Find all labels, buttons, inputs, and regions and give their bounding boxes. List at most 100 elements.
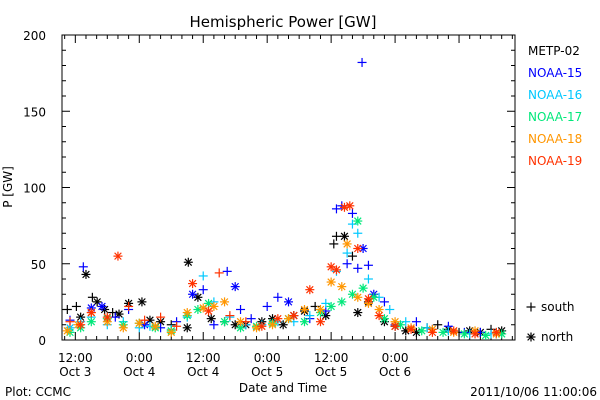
data-point — [358, 283, 368, 293]
data-point — [198, 271, 208, 281]
y-tick-label: 0 — [38, 334, 46, 348]
marker-stroke — [337, 298, 346, 306]
data-point — [113, 251, 123, 261]
data-point — [363, 274, 373, 284]
marker-stroke — [316, 305, 325, 314]
marker-stroke — [353, 293, 362, 302]
data-point — [92, 297, 102, 307]
data-point — [257, 321, 267, 331]
data-point — [65, 317, 75, 327]
data-point — [331, 231, 341, 241]
y-tick-label: 150 — [23, 105, 46, 119]
data-point — [62, 326, 72, 336]
data-point — [86, 308, 96, 318]
marker-legend-symbol — [526, 302, 536, 312]
y-tick-label: 50 — [31, 258, 46, 272]
marker-stroke — [140, 320, 149, 329]
x-tick-label-date: Oct 4 — [123, 365, 155, 379]
data-point — [438, 327, 448, 337]
marker-stroke — [231, 282, 240, 291]
marker-stroke — [114, 252, 122, 260]
data-point — [326, 277, 336, 287]
marker-stroke — [316, 317, 325, 326]
marker-stroke — [340, 203, 349, 212]
plot-credit: Plot: CCMC — [5, 385, 71, 399]
x-tick-label-time: 12:00 — [186, 351, 221, 365]
data-point — [331, 204, 341, 214]
data-point — [102, 312, 112, 322]
marker-legend-label: south — [541, 300, 575, 314]
data-point — [236, 323, 246, 333]
marker-stroke — [492, 328, 501, 337]
data-point — [347, 251, 357, 261]
data-point — [198, 285, 208, 295]
data-point — [225, 311, 235, 321]
data-point — [241, 317, 251, 327]
marker-stroke — [369, 293, 378, 302]
data-point — [326, 301, 336, 311]
marker-stroke — [199, 304, 208, 312]
data-point — [369, 292, 379, 302]
marker-stroke — [343, 240, 351, 248]
data-point — [347, 289, 357, 299]
y-axis-label: P [GW] — [1, 166, 15, 208]
y-axis: 0 50 100 150 200 — [23, 29, 515, 348]
plot-area-frame — [61, 34, 516, 341]
marker-stroke — [204, 307, 213, 315]
y-tick-label: 200 — [23, 29, 46, 43]
data-point — [363, 260, 373, 270]
x-tick-label-date: Oct 5 — [315, 365, 347, 379]
data-point — [246, 314, 256, 324]
data-point — [137, 297, 147, 307]
data-point — [433, 320, 443, 330]
marker-stroke — [337, 282, 346, 291]
data-point — [262, 301, 272, 311]
marker-stroke — [284, 314, 293, 323]
data-point — [315, 305, 325, 314]
x-tick-label-date: Oct 3 — [59, 365, 91, 379]
marker-stroke — [103, 313, 112, 321]
data-point — [326, 262, 336, 272]
marker-stroke — [135, 319, 144, 328]
data-point — [188, 279, 198, 289]
data-point — [134, 318, 144, 328]
data-point — [374, 311, 384, 321]
x-tick-label-time: 12:00 — [58, 351, 93, 365]
data-point — [305, 311, 315, 321]
legend: METP-02 NOAA-15 NOAA-16 NOAA-17 NOAA-18 NOAA-… — [528, 44, 582, 168]
marker-stroke — [184, 258, 193, 267]
marker-stroke — [322, 311, 330, 320]
marker-stroke — [258, 322, 266, 331]
marker-stroke — [348, 290, 357, 299]
data-point — [289, 311, 299, 321]
legend-entry: NOAA-17 — [528, 110, 582, 124]
data-point — [188, 289, 198, 299]
data-point — [395, 320, 405, 330]
marker-stroke — [274, 314, 282, 323]
data-point — [118, 323, 128, 333]
marker-stroke — [284, 298, 293, 306]
data-point — [230, 282, 240, 292]
marker-legend: south north — [526, 300, 575, 344]
timestamp: 2011/10/06 11:00:06 — [470, 385, 597, 399]
data-point — [363, 294, 373, 304]
marker-stroke — [151, 322, 160, 331]
marker-stroke — [93, 298, 101, 306]
data-point — [353, 263, 363, 273]
marker-stroke — [76, 313, 85, 321]
marker-stroke — [115, 310, 123, 318]
data-point — [172, 321, 182, 331]
marker-stroke — [481, 331, 490, 340]
marker-stroke — [412, 328, 421, 337]
marker-stroke — [220, 298, 229, 306]
marker-stroke — [268, 320, 277, 329]
data-point — [339, 231, 349, 241]
marker-stroke — [332, 266, 341, 274]
marker-stroke — [375, 305, 383, 314]
x-tick-label-time: 0:00 — [254, 351, 281, 365]
x-axis-label: Date and Time — [239, 381, 327, 395]
x-tick-label-date: Oct 5 — [251, 365, 283, 379]
data-point — [278, 320, 288, 330]
data-point — [385, 305, 395, 314]
marker-stroke — [236, 317, 245, 326]
